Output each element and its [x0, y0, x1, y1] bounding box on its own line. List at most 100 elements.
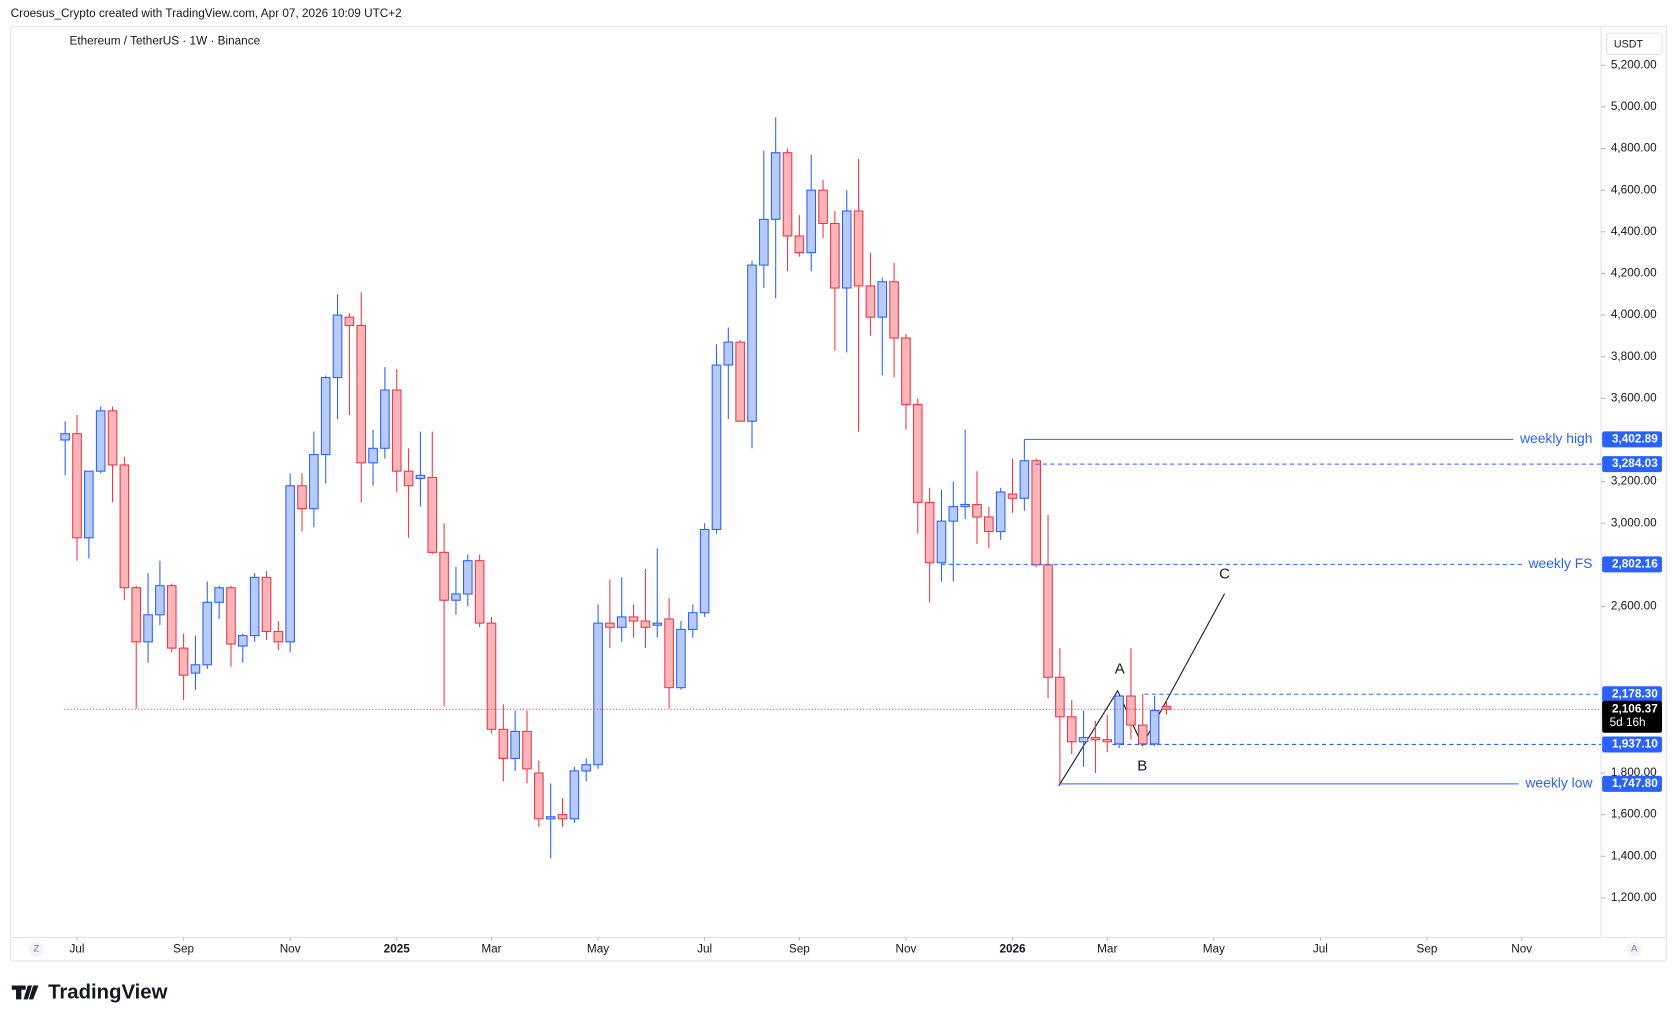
candle-body	[107, 410, 118, 466]
candle-body	[190, 664, 201, 674]
level-name: weekly FS	[1527, 555, 1592, 571]
candle-body	[498, 728, 509, 759]
candle-body	[1126, 695, 1136, 726]
candle-body	[711, 364, 722, 530]
candle-body	[462, 560, 473, 595]
y-tick-label: 4,600.00	[1611, 183, 1657, 196]
candle-body	[119, 464, 130, 589]
candle-body	[818, 189, 828, 225]
candle-body	[237, 635, 248, 647]
candle-body	[510, 730, 520, 759]
candle-body	[972, 503, 982, 518]
y-tick-label: 4,400.00	[1611, 225, 1657, 238]
candle-body	[534, 772, 544, 820]
candle-body	[1078, 737, 1089, 743]
level-price-box	[1602, 556, 1663, 573]
brand: TradingView	[48, 981, 167, 1003]
currency-box[interactable]	[1605, 32, 1663, 55]
candle-body	[1066, 716, 1077, 743]
candle-body	[285, 485, 295, 643]
countdown: 5d 16h	[1610, 716, 1646, 729]
level-price: 3,284.03	[1612, 457, 1658, 470]
level-price: 1,747.80	[1612, 777, 1658, 790]
credit: Croesus_Crypto created with TradingView.…	[11, 7, 402, 20]
level-price-box	[1602, 736, 1663, 753]
y-tick-label: 3,600.00	[1611, 391, 1657, 404]
candle-body	[865, 285, 876, 318]
candle-body	[640, 620, 651, 628]
y-tick-label: 3,200.00	[1611, 475, 1657, 488]
last-price: 2,106.37	[1612, 702, 1658, 715]
y-tick-label: 1,200.00	[1611, 891, 1657, 904]
candle-body	[581, 764, 592, 772]
currency[interactable]: USDT	[1614, 39, 1644, 51]
wave-c: C	[1219, 565, 1230, 582]
x-tick-label: Nov	[280, 942, 301, 955]
candle-body	[1149, 710, 1160, 745]
frame	[10, 26, 1667, 962]
candle-body	[415, 474, 426, 480]
y-tick-label: 1,800.00	[1611, 766, 1657, 779]
candle-body	[770, 152, 781, 220]
brand-logo	[11, 985, 39, 1000]
x-tick-label: Mar	[481, 942, 501, 955]
candle-body	[984, 516, 994, 533]
candle-body	[368, 447, 378, 464]
x-tick-label: Sep	[1417, 942, 1438, 955]
candle-body	[344, 316, 355, 327]
x-tick-label: Jul	[697, 942, 712, 955]
x-tick-label: Jul	[69, 942, 84, 955]
candle-body	[1161, 705, 1172, 710]
candle-body	[960, 503, 970, 508]
candle-body	[143, 614, 153, 643]
candle-body	[699, 528, 710, 614]
candle-body	[226, 587, 236, 645]
candle-body	[924, 501, 935, 564]
candle-body	[806, 189, 817, 254]
y-tick-label: 1,600.00	[1611, 808, 1657, 821]
y-tick-label: 2,600.00	[1611, 600, 1657, 613]
candle-body	[794, 235, 805, 254]
level-price-box	[1602, 431, 1663, 448]
a-label[interactable]: A	[1631, 944, 1638, 955]
candle-body	[261, 576, 272, 632]
candle-body	[1019, 460, 1030, 499]
level-price: 3,402.89	[1612, 432, 1658, 445]
candle-body	[569, 770, 580, 820]
a-button[interactable]	[1626, 941, 1642, 957]
candle-body	[830, 222, 840, 289]
y-tick-label: 4,200.00	[1611, 267, 1657, 280]
candle-body	[486, 622, 497, 730]
candle-body	[747, 264, 757, 422]
x-tick-label: Mar	[1097, 942, 1117, 955]
z-button[interactable]	[28, 941, 44, 957]
x-tick-label: 2025	[384, 942, 411, 955]
candle-body	[1007, 493, 1018, 499]
candle-body	[759, 218, 769, 266]
level-price-box	[1602, 456, 1663, 473]
candle-body	[297, 485, 307, 510]
candle-body	[356, 324, 367, 464]
level-name: weekly high	[1519, 430, 1593, 446]
z-label[interactable]: Z	[33, 944, 39, 955]
x-tick-label: May	[1203, 942, 1225, 955]
candle-body	[273, 630, 284, 643]
level-price-box	[1602, 686, 1663, 703]
candle-body	[605, 622, 615, 628]
y-tick-label: 3,800.00	[1611, 350, 1657, 363]
candle-body	[320, 376, 331, 456]
candle-body	[616, 616, 627, 628]
candle-body	[936, 520, 947, 564]
candle-body	[995, 491, 1006, 533]
candle-body	[676, 628, 686, 689]
candle-body	[877, 281, 888, 318]
candle-body	[782, 152, 793, 237]
candle-body	[889, 281, 899, 339]
candle-body	[131, 587, 142, 643]
candle-body	[249, 576, 260, 637]
candle-body	[723, 341, 734, 366]
candle-body	[1055, 676, 1065, 718]
candle-body	[901, 337, 911, 406]
candle-body	[427, 476, 438, 553]
